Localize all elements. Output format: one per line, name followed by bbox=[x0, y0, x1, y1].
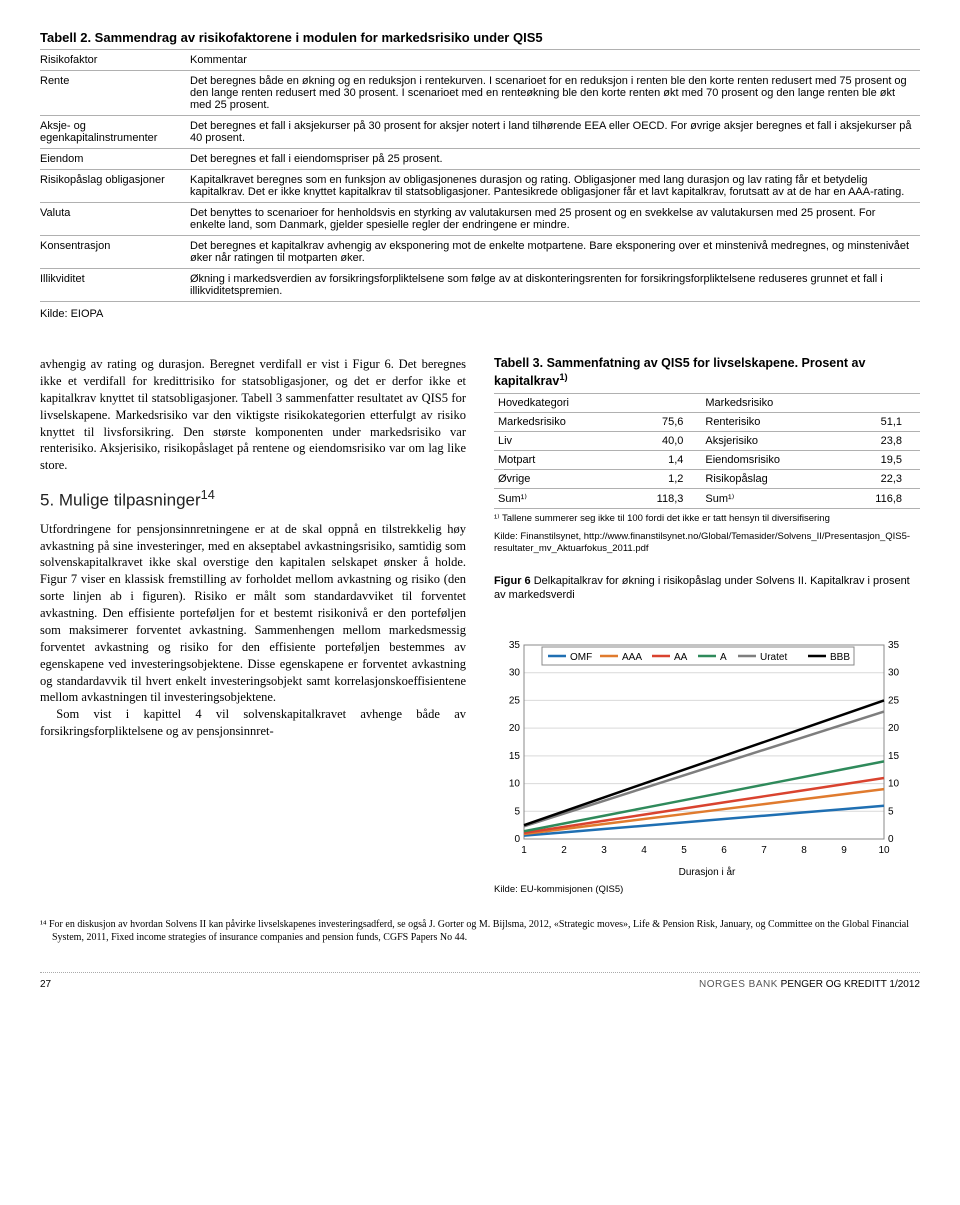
section-5-heading: 5. Mulige tilpasninger14 bbox=[40, 486, 466, 513]
t3-cell: Liv bbox=[494, 432, 620, 451]
svg-text:0: 0 bbox=[888, 834, 894, 845]
table3: Hovedkategori Markedsrisiko Markedsrisik… bbox=[494, 393, 920, 509]
table3-fn1: ¹⁾ Tallene summerer seg ikke til 100 for… bbox=[494, 513, 920, 525]
table2-cell: Det beregnes både en økning og en reduks… bbox=[190, 71, 920, 116]
left-p3: Som vist i kapittel 4 vil solvenskapital… bbox=[40, 706, 466, 740]
svg-text:30: 30 bbox=[509, 667, 521, 678]
svg-text:1: 1 bbox=[521, 845, 527, 856]
table2-source: Kilde: EIOPA bbox=[40, 308, 920, 320]
t3-cell: 75,6 bbox=[620, 413, 701, 432]
table2-h1: Kommentar bbox=[190, 50, 920, 71]
table2-cell: Illikviditet bbox=[40, 269, 190, 302]
t3-cell: Sum¹⁾ bbox=[494, 489, 620, 509]
table3-title: Tabell 3. Sammenfatning av QIS5 for livs… bbox=[494, 356, 920, 389]
table2-cell: Det beregnes et kapitalkrav avhengig av … bbox=[190, 236, 920, 269]
fig6-chart: 0 0 5 5 10 10 15 15 20 20 25 25 30 30 35 35 1 2 3 4 5 6 7 8 9 10 O… bbox=[494, 611, 920, 878]
t3-cell: Motpart bbox=[494, 451, 620, 470]
svg-text:30: 30 bbox=[888, 667, 900, 678]
svg-text:AA: AA bbox=[674, 652, 688, 663]
svg-text:9: 9 bbox=[841, 845, 847, 856]
t3-cell: Markedsrisiko bbox=[494, 413, 620, 432]
svg-text:5: 5 bbox=[681, 845, 687, 856]
table2-cell: Økning i markedsverdien av forsikringsfo… bbox=[190, 269, 920, 302]
svg-text:AAA: AAA bbox=[622, 652, 642, 663]
svg-text:5: 5 bbox=[514, 806, 520, 817]
svg-text:BBB: BBB bbox=[830, 652, 850, 663]
t3-h0: Hovedkategori bbox=[494, 394, 701, 413]
svg-text:25: 25 bbox=[509, 695, 521, 706]
t3-cell: 1,2 bbox=[620, 470, 701, 489]
svg-text:25: 25 bbox=[888, 695, 900, 706]
t3-cell: 40,0 bbox=[620, 432, 701, 451]
fig6-xlabel: Durasjon i år bbox=[494, 867, 920, 878]
svg-text:8: 8 bbox=[801, 845, 807, 856]
t3-h2: Markedsrisiko bbox=[701, 394, 920, 413]
page-footer: 27 NORGES BANK PENGER OG KREDITT 1/2012 bbox=[40, 972, 920, 990]
footnote-14: ¹⁴ For en diskusjon av hvordan Solvens I… bbox=[40, 919, 920, 944]
two-column-layout: avhengig av rating og durasjon. Beregnet… bbox=[40, 356, 920, 895]
table2-title: Tabell 2. Sammendrag av risikofaktorene … bbox=[40, 30, 920, 45]
svg-text:0: 0 bbox=[514, 834, 520, 845]
fig6-svg: 0 0 5 5 10 10 15 15 20 20 25 25 30 30 35 35 1 2 3 4 5 6 7 8 9 10 O… bbox=[494, 611, 914, 861]
t3-cell: Risikopåslag bbox=[701, 470, 838, 489]
t3-cell: 116,8 bbox=[839, 489, 920, 509]
table2-cell: Kapitalkravet beregnes som en funksjon a… bbox=[190, 170, 920, 203]
fig6-source: Kilde: EU-kommisjonen (QIS5) bbox=[494, 884, 920, 896]
svg-text:A: A bbox=[720, 652, 727, 663]
svg-text:15: 15 bbox=[509, 750, 521, 761]
svg-text:3: 3 bbox=[601, 845, 607, 856]
svg-text:2: 2 bbox=[561, 845, 567, 856]
svg-text:10: 10 bbox=[509, 778, 521, 789]
t3-cell: 51,1 bbox=[839, 413, 920, 432]
t3-cell: 19,5 bbox=[839, 451, 920, 470]
table2-cell: Rente bbox=[40, 71, 190, 116]
table2-cell: Det benyttes to scenarioer for henholdsv… bbox=[190, 203, 920, 236]
svg-text:OMF: OMF bbox=[570, 652, 592, 663]
t3-cell: 118,3 bbox=[620, 489, 701, 509]
svg-text:7: 7 bbox=[761, 845, 767, 856]
table2-cell: Det beregnes et fall i aksjekurser på 30… bbox=[190, 116, 920, 149]
table2-cell: Aksje- og egenkapitalinstrumenter bbox=[40, 116, 190, 149]
table2-cell: Det beregnes et fall i eiendomspriser på… bbox=[190, 149, 920, 170]
left-p1: avhengig av rating og durasjon. Beregnet… bbox=[40, 356, 466, 474]
table2-cell: Risikopåslag obligasjoner bbox=[40, 170, 190, 203]
table2-cell: Valuta bbox=[40, 203, 190, 236]
svg-text:Uratet: Uratet bbox=[760, 652, 787, 663]
t3-cell: Sum¹⁾ bbox=[701, 489, 838, 509]
svg-text:15: 15 bbox=[888, 750, 900, 761]
svg-text:4: 4 bbox=[641, 845, 647, 856]
svg-text:35: 35 bbox=[509, 640, 521, 651]
t3-cell: Øvrige bbox=[494, 470, 620, 489]
t3-cell: Aksjerisiko bbox=[701, 432, 838, 451]
svg-text:6: 6 bbox=[721, 845, 727, 856]
t3-cell: Renterisiko bbox=[701, 413, 838, 432]
table2-block: Tabell 2. Sammendrag av risikofaktorene … bbox=[40, 30, 920, 320]
svg-text:10: 10 bbox=[888, 778, 900, 789]
page-number: 27 bbox=[40, 979, 51, 990]
table2: Risikofaktor Kommentar RenteDet beregnes… bbox=[40, 49, 920, 302]
table2-cell: Konsentrasjon bbox=[40, 236, 190, 269]
fig6-title: Figur 6 Delkapitalkrav for økning i risi… bbox=[494, 575, 920, 603]
svg-text:5: 5 bbox=[888, 806, 894, 817]
table3-fn2: Kilde: Finanstilsynet, http://www.finans… bbox=[494, 531, 920, 555]
svg-text:35: 35 bbox=[888, 640, 900, 651]
svg-text:10: 10 bbox=[878, 845, 890, 856]
table2-h0: Risikofaktor bbox=[40, 50, 190, 71]
t3-cell: 23,8 bbox=[839, 432, 920, 451]
left-column: avhengig av rating og durasjon. Beregnet… bbox=[40, 356, 466, 895]
t3-cell: 1,4 bbox=[620, 451, 701, 470]
left-p2: Utfordringene for pensjonsinnretningene … bbox=[40, 521, 466, 707]
table2-cell: Eiendom bbox=[40, 149, 190, 170]
t3-cell: 22,3 bbox=[839, 470, 920, 489]
t3-cell: Eiendomsrisiko bbox=[701, 451, 838, 470]
publication: NORGES BANK PENGER OG KREDITT 1/2012 bbox=[699, 979, 920, 990]
right-column: Tabell 3. Sammenfatning av QIS5 for livs… bbox=[494, 356, 920, 895]
svg-text:20: 20 bbox=[888, 723, 900, 734]
svg-text:20: 20 bbox=[509, 723, 521, 734]
